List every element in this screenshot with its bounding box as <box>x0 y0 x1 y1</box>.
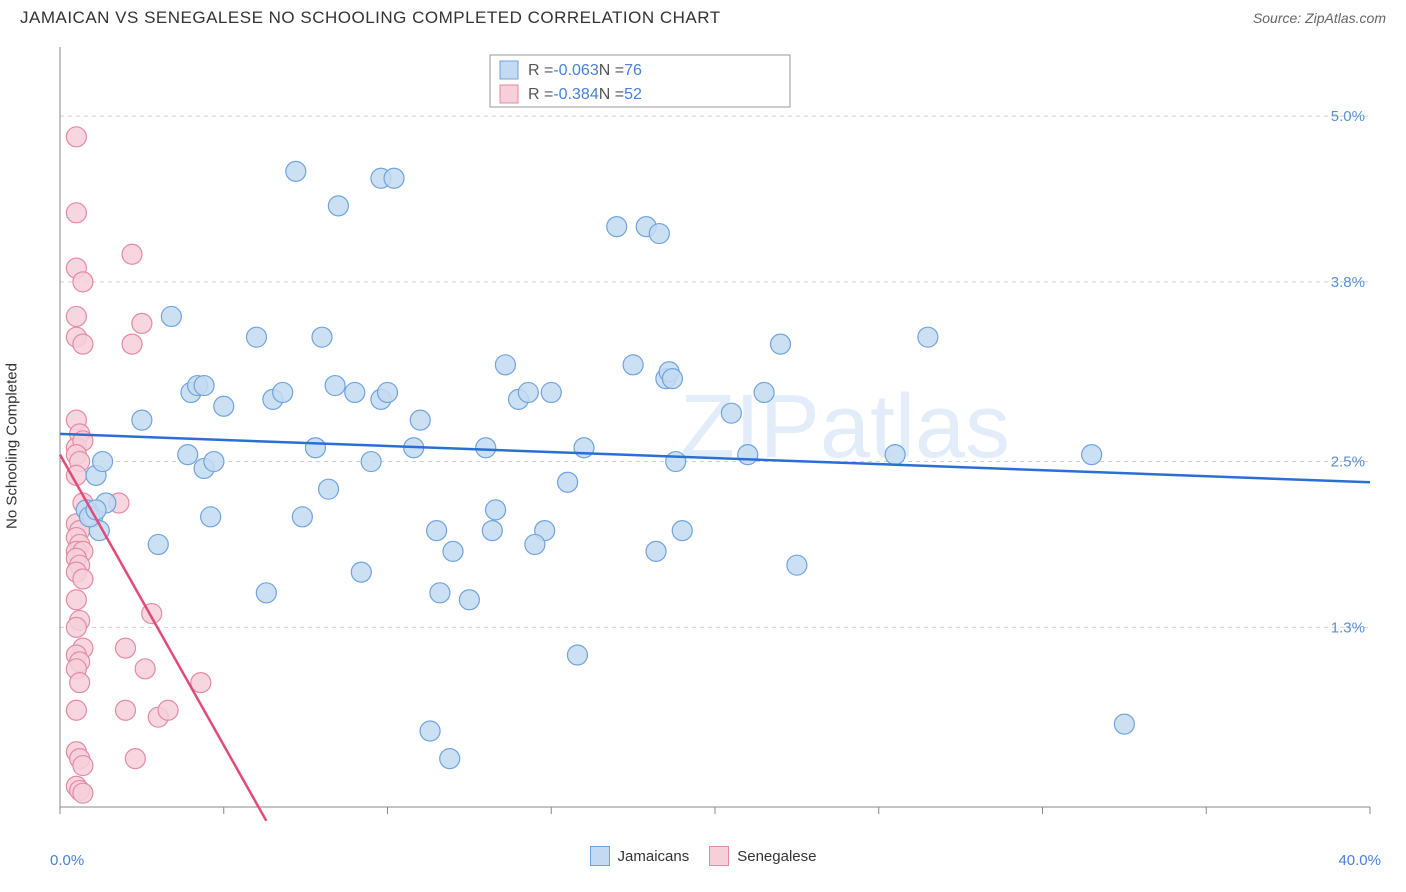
svg-text:-0.384: -0.384 <box>553 86 598 103</box>
svg-text:N =: N = <box>599 86 624 103</box>
svg-text:52: 52 <box>624 86 642 103</box>
svg-text:5.0%: 5.0% <box>1331 108 1365 125</box>
x-axis-min-label: 0.0% <box>50 852 84 869</box>
chart-source: Source: ZipAtlas.com <box>1253 10 1386 26</box>
scatter-chart: 1.3%2.5%3.8%5.0%ZIPatlasR = -0.063 N = 7… <box>50 37 1386 837</box>
x-axis-labels: 0.0% 40.0% <box>50 852 1386 876</box>
svg-text:76: 76 <box>624 62 642 79</box>
svg-text:2.5%: 2.5% <box>1331 454 1365 471</box>
svg-text:1.3%: 1.3% <box>1331 619 1365 636</box>
svg-text:R =: R = <box>528 86 553 103</box>
chart-title: JAMAICAN VS SENEGALESE NO SCHOOLING COMP… <box>20 8 721 28</box>
svg-text:N =: N = <box>599 62 624 79</box>
y-axis-label: No Schooling Completed <box>4 363 21 529</box>
x-axis-max-label: 40.0% <box>1338 852 1381 869</box>
svg-text:3.8%: 3.8% <box>1331 274 1365 291</box>
svg-text:-0.063: -0.063 <box>553 62 598 79</box>
svg-text:R =: R = <box>528 62 553 79</box>
chart-container: 1.3%2.5%3.8%5.0%ZIPatlasR = -0.063 N = 7… <box>50 37 1386 842</box>
chart-header: JAMAICAN VS SENEGALESE NO SCHOOLING COMP… <box>0 0 1406 32</box>
